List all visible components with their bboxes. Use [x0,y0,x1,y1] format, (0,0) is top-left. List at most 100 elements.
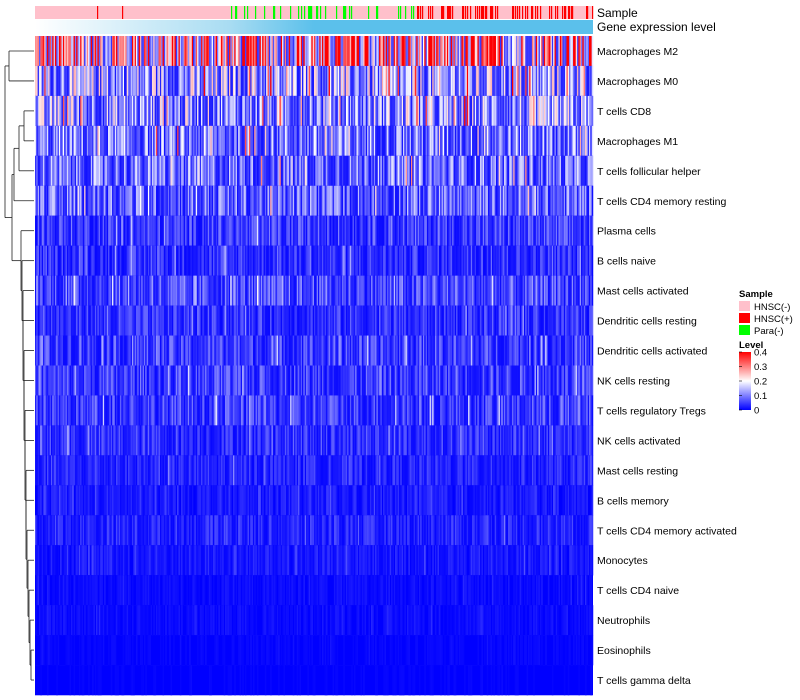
heatmap-cell [74,36,77,67]
heatmap-cell [351,275,353,306]
heatmap-cell [371,215,373,246]
heatmap-cell [221,245,223,276]
heatmap-cell [349,36,352,67]
heatmap-cell [412,305,414,336]
heatmap-cell [38,245,41,276]
heatmap-cell [171,95,174,127]
heatmap-cell [52,185,54,217]
heatmap-cell [82,185,85,217]
heatmap-cell [437,275,440,306]
heatmap-cell [488,95,490,127]
heatmap-cell [329,185,332,217]
heatmap-cell [543,215,546,246]
heatmap-cell [590,215,592,246]
heatmap-cell [114,36,117,67]
heatmap-cell [262,245,264,276]
heatmap-cell [72,365,74,396]
heatmap-cell [312,95,315,127]
heatmap-cell [521,275,523,306]
heatmap-cell [159,215,162,246]
heatmap-cell [116,125,118,157]
heatmap-cell [438,155,441,187]
heatmap-cell [100,36,102,67]
heatmap-cell [306,245,308,276]
heatmap-cell [468,36,470,67]
heatmap-cell [437,215,440,246]
heatmap-cell [367,215,369,246]
heatmap-cell [356,245,359,276]
row-dendrogram [4,50,34,681]
heatmap-cell [232,275,235,306]
heatmap-cell [493,95,495,127]
heatmap-cell [441,215,444,246]
heatmap-cell [482,36,485,67]
heatmap-cell [498,335,501,366]
heatmap-cell [137,335,139,366]
heatmap-cell [376,125,379,157]
heatmap-cell [128,275,130,306]
heatmap-cell [267,275,270,306]
heatmap-cell [256,275,259,306]
heatmap-cell [375,125,377,157]
heatmap-cell [490,305,493,336]
heatmap-cell [324,185,327,217]
heatmap-cell [189,125,191,157]
heatmap-cell [522,65,525,97]
heatmap-cell [310,185,312,217]
heatmap-cell [48,185,50,217]
heatmap-cell [458,95,461,127]
heatmap-cell [418,125,421,157]
heatmap-cell [185,215,187,246]
heatmap-cell [310,155,312,187]
heatmap-cell [256,215,259,246]
heatmap-cell [69,335,72,366]
heatmap-cell [163,215,166,246]
heatmap-cell [534,305,537,336]
heatmap-cell [413,125,416,157]
heatmap-cell [228,155,231,187]
heatmap-cell [444,215,446,246]
heatmap-cell [142,65,145,97]
heatmap-cell [116,65,118,97]
heatmap-cell [360,245,363,276]
heatmap-cell [126,65,129,97]
sample-track-background [35,6,593,19]
heatmap-cell [492,155,494,187]
heatmap-cell [129,305,131,336]
heatmap-cell [242,125,244,157]
heatmap-cell [222,215,224,246]
heatmap-cell [511,215,514,246]
heatmap-cell [84,65,86,97]
heatmap-cell [507,125,510,157]
heatmap-cell [133,275,135,306]
heatmap-cell [243,36,246,67]
heatmap-cell [510,215,513,246]
heatmap-cell [477,245,479,276]
heatmap-cell [272,36,275,67]
heatmap-cell [191,215,194,246]
heatmap-cell [379,155,381,187]
heatmap-cell [493,65,495,97]
sample-track-mark [532,6,534,19]
heatmap-cell [268,36,271,67]
heatmap-cell [314,275,316,306]
heatmap-cell [242,335,244,366]
heatmap-cell [38,36,41,67]
heatmap-cell [445,275,448,306]
heatmap-cell [387,125,389,157]
heatmap-cell [438,185,441,217]
heatmap-cell [149,305,151,336]
heatmap-cell [373,335,376,366]
heatmap-cell [538,36,541,67]
heatmap-cell [62,65,65,97]
heatmap-cell [116,36,118,67]
heatmap-cell [116,245,118,276]
heatmap-cell [583,305,586,336]
heatmap-cell [231,215,234,246]
heatmap-cell [218,305,220,336]
heatmap-cell [113,275,115,306]
heatmap-cell [534,125,537,157]
heatmap-cell [66,275,69,306]
heatmap-cell [215,65,218,97]
heatmap-cell [341,305,344,336]
